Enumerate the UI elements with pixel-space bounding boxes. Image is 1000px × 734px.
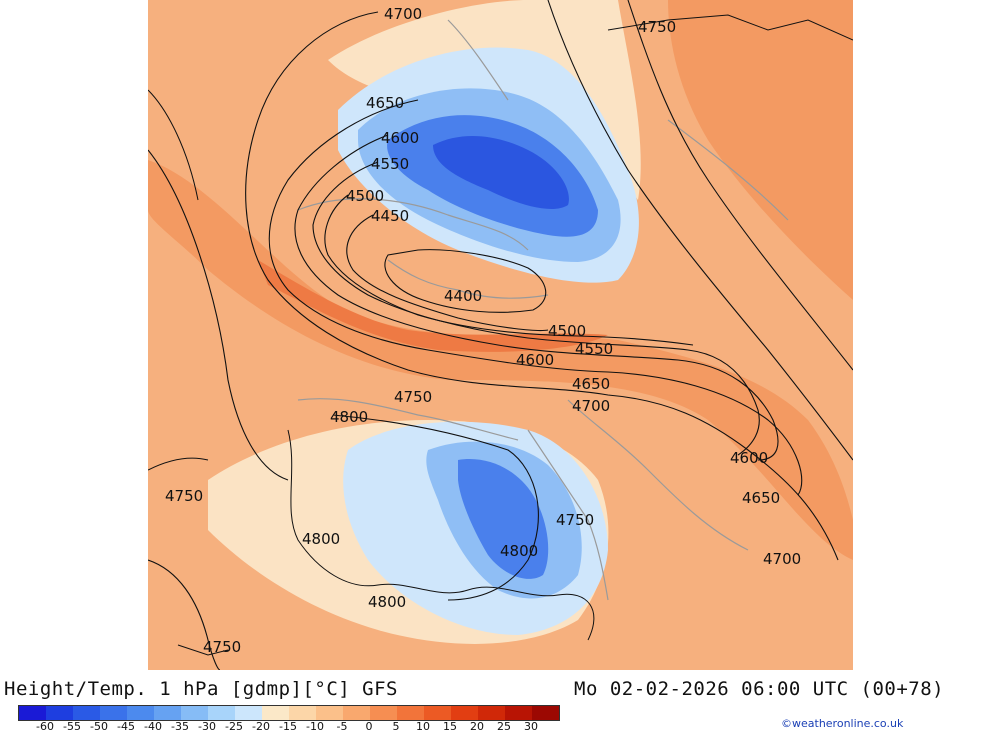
colorbar-tick-label: 0	[365, 720, 373, 733]
contour-label-4650-east: 4650	[572, 375, 610, 393]
contour-label-4550-north: 4550	[371, 155, 409, 173]
colorbar-segment	[19, 706, 46, 720]
contour-label-4400: 4400	[444, 287, 482, 305]
colorbar-segment	[370, 706, 397, 720]
contour-label-4750-south: 4750	[556, 511, 594, 529]
colorbar-tick-label: 15	[443, 720, 457, 733]
contour-label-4800-south: 4800	[500, 542, 538, 560]
colorbar-tick-label: -50	[90, 720, 108, 733]
colorbar-segment	[235, 706, 262, 720]
contour-label-4500-east: 4500	[548, 322, 586, 340]
contour-label-4700-southeast: 4700	[763, 550, 801, 568]
colorbar-ticks: -60 -55 -50 -45 -40 -35 -30 -25 -20 -15 -10 -5 0 5 10 1…	[18, 720, 564, 734]
contour-label-4650-southeast: 4650	[742, 489, 780, 507]
field-warm-core	[258, 260, 608, 352]
field-east-warm	[668, 0, 853, 300]
chart-title: Height/Temp. 1 hPa [gdmp][°C] GFS	[4, 678, 398, 700]
contour-label-4450: 4450	[371, 207, 409, 225]
colorbar-segment	[289, 706, 316, 720]
colorbar-tick-label: 30	[524, 720, 538, 733]
colorbar-segment	[181, 706, 208, 720]
colorbar-segment	[127, 706, 154, 720]
colorbar-segment	[316, 706, 343, 720]
colorbar-segment	[208, 706, 235, 720]
colorbar-tick-label: -20	[252, 720, 270, 733]
colorbar-segment	[154, 706, 181, 720]
contour-label-4800-central: 4800	[330, 408, 368, 426]
colorbar-tick-label: 10	[416, 720, 430, 733]
contour-label-4650-north: 4650	[366, 94, 404, 112]
colorbar-tick-label: 25	[497, 720, 511, 733]
contour-label-4550-east: 4550	[575, 340, 613, 358]
contour-label-4800-southwest: 4800	[368, 593, 406, 611]
colorbar-tick-label: -60	[36, 720, 54, 733]
contour-label-4600-north: 4600	[381, 129, 419, 147]
colorbar-tick-label: -55	[63, 720, 81, 733]
contour-label-4700-east: 4700	[572, 397, 610, 415]
field-deep-orange-band	[148, 160, 853, 560]
contour-labels: 4700 4750 4650 4600 4550 4500 4450 4400 …	[165, 5, 801, 656]
colorbar-tick-label: -45	[117, 720, 135, 733]
colorbar-segment	[100, 706, 127, 720]
colorbar-segment	[505, 706, 532, 720]
colorbar-segment	[343, 706, 370, 720]
colorbar-segment	[451, 706, 478, 720]
contour-label-4800-west: 4800	[302, 530, 340, 548]
colorbar-tick-label: -5	[336, 720, 348, 733]
colorbar	[18, 705, 560, 721]
field-cold-south-deep	[458, 459, 549, 579]
colorbar-tick-label: -25	[225, 720, 243, 733]
contour-label-4600-east: 4600	[516, 351, 554, 369]
colorbar-segment	[46, 706, 73, 720]
colorbar-tick-label: -15	[279, 720, 297, 733]
colorbar-segment	[262, 706, 289, 720]
contour-label-4750-central: 4750	[394, 388, 432, 406]
contour-label-4750-west: 4750	[165, 487, 203, 505]
colorbar-segment	[424, 706, 451, 720]
colorbar-tick-label: 20	[470, 720, 484, 733]
colorbar-tick-label: -30	[198, 720, 216, 733]
colorbar-segment	[73, 706, 100, 720]
map-panel: 4700 4750 4650 4600 4550 4500 4450 4400 …	[148, 0, 853, 670]
colorbar-segment	[397, 706, 424, 720]
field-cold-north-core	[433, 135, 569, 210]
contour-label-4600-southeast: 4600	[730, 449, 768, 467]
credit-link[interactable]: ©weatheronline.co.uk	[781, 717, 904, 730]
colorbar-tick-label: -35	[171, 720, 189, 733]
colorbar-segment	[532, 706, 559, 720]
borders	[148, 14, 853, 656]
colorbar-tick-label: 5	[392, 720, 400, 733]
map-canvas: 4700 4750 4650 4600 4550 4500 4450 4400 …	[148, 0, 853, 670]
colorbar-tick-label: -40	[144, 720, 162, 733]
contour-label-4750-northeast: 4750	[638, 18, 676, 36]
contour-label-4750-bottom: 4750	[203, 638, 241, 656]
contour-label-4500-north: 4500	[346, 187, 384, 205]
height-contours	[148, 0, 853, 670]
valid-time: Mo 02-02-2026 06:00 UTC (00+78)	[574, 678, 945, 700]
colorbar-segment	[478, 706, 505, 720]
colorbar-tick-label: -10	[306, 720, 324, 733]
contour-label-4700-north: 4700	[384, 5, 422, 23]
coastlines	[297, 19, 789, 601]
